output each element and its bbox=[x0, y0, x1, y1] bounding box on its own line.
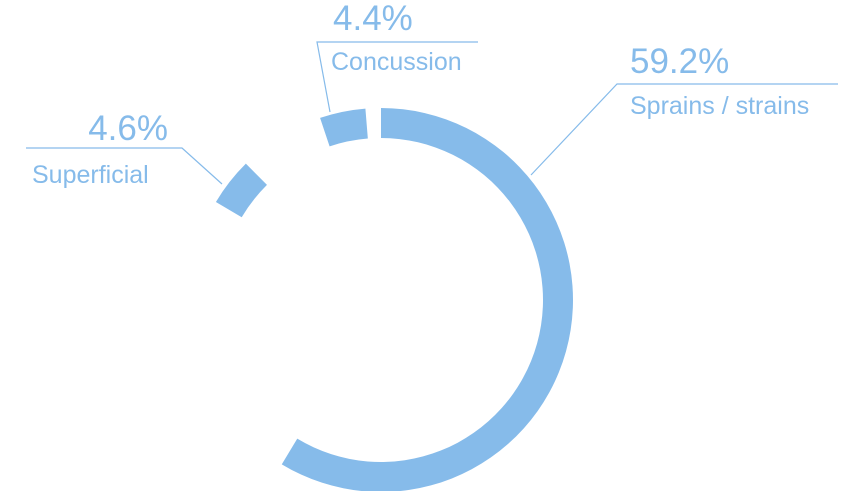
slice-superficial bbox=[215, 163, 267, 218]
category-label-superficial: Superficial bbox=[32, 161, 149, 189]
leader-line-concussion bbox=[316, 41, 478, 113]
value-label-concussion: 4.4% bbox=[333, 0, 413, 38]
category-label-concussion: Concussion bbox=[331, 48, 462, 76]
slice-concussion bbox=[320, 108, 368, 147]
value-label-superficial: 4.6% bbox=[88, 109, 168, 148]
category-label-sprains-strains: Sprains / strains bbox=[630, 92, 809, 120]
value-label-sprains-strains: 59.2% bbox=[630, 42, 729, 81]
leader-line-sprains-strains bbox=[530, 83, 838, 176]
slice-sprains-strains bbox=[281, 108, 573, 491]
leader-line-superficial bbox=[26, 147, 223, 185]
